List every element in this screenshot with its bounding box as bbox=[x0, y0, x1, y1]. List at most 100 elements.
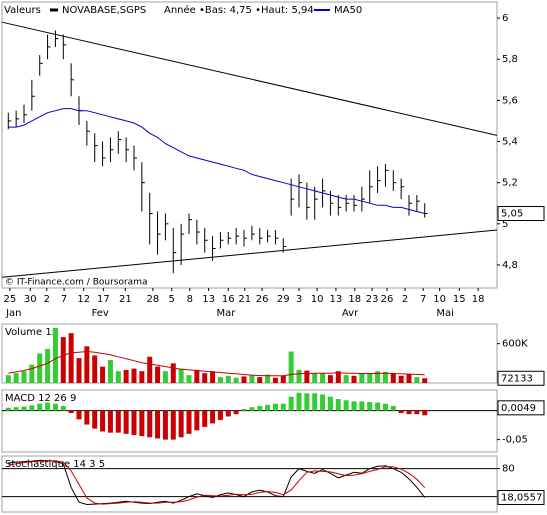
last-value-box bbox=[497, 206, 545, 222]
volume-bar bbox=[359, 373, 365, 383]
last-value-box bbox=[497, 370, 545, 386]
macd-bar bbox=[217, 410, 223, 420]
macd-bar bbox=[21, 406, 27, 411]
volume-bar bbox=[422, 378, 428, 383]
x-tick-label: 18 bbox=[348, 294, 361, 305]
macd-bar bbox=[343, 400, 349, 411]
volume-bar bbox=[257, 377, 263, 383]
macd-bar bbox=[351, 401, 357, 411]
volume-bar bbox=[45, 348, 51, 383]
volume-bar bbox=[170, 363, 176, 383]
month-label: Avr bbox=[342, 308, 359, 319]
macd-bar bbox=[272, 403, 278, 411]
macd-bar bbox=[233, 410, 239, 415]
macd-bar bbox=[170, 410, 176, 440]
panel-title: Volume 15 bbox=[5, 327, 58, 338]
x-tick-label: 15 bbox=[453, 294, 466, 305]
volume-bar bbox=[107, 360, 113, 383]
volume-bar bbox=[68, 333, 74, 383]
macd-bar bbox=[76, 410, 82, 420]
macd-bar bbox=[37, 403, 43, 411]
macd-bar bbox=[320, 394, 326, 411]
macd-bar bbox=[241, 408, 247, 411]
macd-bar bbox=[210, 410, 216, 424]
volume-bar bbox=[225, 375, 231, 383]
x-tick-label: 21 bbox=[119, 294, 132, 305]
volume-bar bbox=[210, 371, 216, 383]
last-value-label: 0,0049 bbox=[501, 403, 536, 414]
volume-bar bbox=[217, 377, 223, 383]
volume-bar bbox=[406, 374, 412, 383]
x-tick-label: 10 bbox=[311, 294, 324, 305]
macd-bar bbox=[335, 399, 341, 411]
volume-bar bbox=[178, 368, 184, 383]
macd-bar bbox=[202, 410, 208, 427]
volume-average bbox=[8, 350, 425, 377]
macd-bar bbox=[304, 393, 310, 411]
macd-bar bbox=[422, 410, 428, 416]
macd-bar bbox=[131, 410, 137, 435]
macd-bar bbox=[367, 401, 373, 411]
volume-bar bbox=[76, 358, 82, 383]
macd-bar bbox=[13, 407, 19, 411]
y-tick-label: 80 bbox=[502, 464, 515, 475]
macd-bar bbox=[382, 403, 388, 411]
macd-bar bbox=[375, 402, 381, 411]
volume-bar bbox=[13, 373, 19, 383]
volume-bar bbox=[52, 327, 58, 383]
macd-bar bbox=[52, 403, 58, 411]
x-tick-label: 25 bbox=[3, 294, 16, 305]
x-tick-label: 16 bbox=[222, 294, 235, 305]
x-tick-label: 10 bbox=[433, 294, 446, 305]
panel-title: MACD 12 26 9 bbox=[5, 393, 76, 404]
volume-bar bbox=[296, 369, 302, 383]
y-tick-label: 6 bbox=[502, 13, 508, 24]
macd-bar bbox=[186, 410, 192, 434]
legend-label: NOVABASE,SGPS bbox=[62, 5, 146, 16]
y-tick-label: 5,4 bbox=[502, 137, 518, 148]
y-tick-label: 600K bbox=[502, 339, 528, 350]
x-tick-label: 7 bbox=[61, 294, 67, 305]
volume-bar bbox=[147, 356, 153, 383]
x-tick-label: 28 bbox=[146, 294, 159, 305]
x-tick-label: 23 bbox=[366, 294, 379, 305]
stochastic-line bbox=[8, 460, 426, 505]
volume-bar bbox=[390, 373, 396, 383]
volume-bar bbox=[265, 374, 271, 383]
volume-bar bbox=[249, 375, 255, 383]
y-tick-label: 5,2 bbox=[502, 178, 518, 189]
y-tick-label: -0,05 bbox=[502, 435, 528, 446]
y-tick-label: 4,8 bbox=[502, 260, 518, 271]
x-tick-label: 13 bbox=[202, 294, 215, 305]
volume-bar bbox=[29, 364, 35, 383]
x-tick-label: 12 bbox=[77, 294, 90, 305]
stochastic-panel bbox=[1, 455, 498, 513]
x-tick-label: 30 bbox=[24, 294, 37, 305]
macd-bar bbox=[327, 396, 333, 411]
volume-bar bbox=[139, 371, 145, 383]
macd-bar bbox=[139, 410, 145, 437]
volume-bar bbox=[382, 371, 388, 383]
volume-bar bbox=[84, 346, 90, 383]
macd-bar bbox=[296, 392, 302, 411]
last-value-box bbox=[497, 490, 545, 506]
macd-bar bbox=[178, 410, 184, 438]
macd-bar bbox=[194, 410, 200, 431]
x-tick-label: 2 bbox=[402, 294, 408, 305]
macd-bar bbox=[84, 410, 90, 425]
copyright: © IT-Finance.com / Boursorama bbox=[5, 278, 147, 288]
volume-bar bbox=[398, 375, 404, 383]
macd-bar bbox=[68, 410, 74, 413]
macd-bar bbox=[249, 407, 255, 411]
volume-bar bbox=[123, 369, 129, 383]
x-tick-label: 26 bbox=[381, 294, 394, 305]
macd-bar bbox=[100, 410, 106, 432]
macd-bar bbox=[225, 410, 231, 417]
volume-bar bbox=[194, 369, 200, 383]
volume-bar bbox=[162, 371, 168, 383]
header: Valeurs bbox=[4, 5, 41, 16]
month-label: Fev bbox=[92, 308, 109, 319]
macd-bar bbox=[123, 410, 129, 434]
x-tick-label: 18 bbox=[472, 294, 485, 305]
volume-bar bbox=[351, 375, 357, 383]
